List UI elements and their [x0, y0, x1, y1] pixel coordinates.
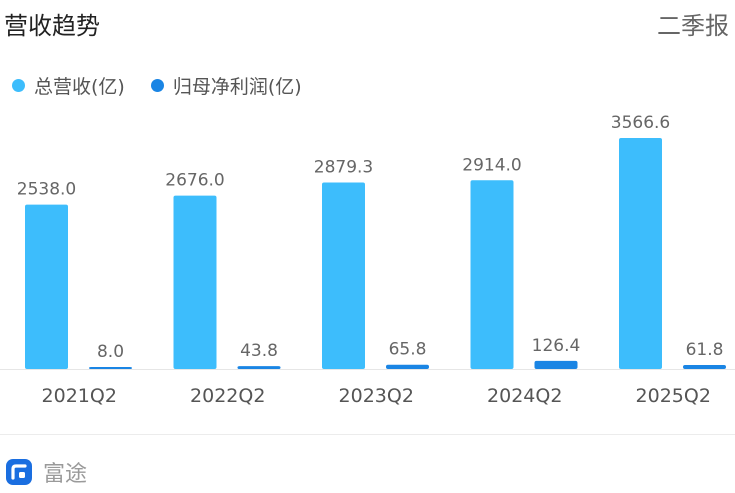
bar-revenue-2023Q2 — [322, 182, 365, 369]
x-tick-label-2022Q2: 2022Q2 — [190, 385, 265, 407]
legend-label-net-profit: 归母净利润(亿) — [172, 76, 302, 98]
legend-dot-revenue — [12, 79, 25, 92]
bar-revenue-2021Q2 — [25, 204, 68, 369]
data-label-revenue-2024Q2: 2914.0 — [462, 155, 521, 175]
bar-net-profit-2025Q2 — [683, 364, 726, 369]
data-label-net-profit-2025Q2: 61.8 — [686, 340, 724, 360]
data-label-revenue-2021Q2: 2538.0 — [17, 180, 76, 200]
data-label-net-profit-2021Q2: 8.0 — [97, 342, 124, 362]
bar-revenue-2025Q2 — [619, 138, 662, 369]
bar-revenue-2022Q2 — [173, 195, 217, 369]
x-tick-label-2024Q2: 2024Q2 — [487, 385, 562, 407]
data-label-revenue-2023Q2: 2879.3 — [314, 158, 373, 178]
bar-net-profit-2024Q2 — [534, 360, 578, 369]
data-label-net-profit-2022Q2: 43.8 — [240, 341, 278, 361]
footer-brand: 富途 — [43, 462, 88, 487]
x-tick-label-2023Q2: 2023Q2 — [339, 385, 414, 407]
bar-net-profit-2021Q2 — [89, 367, 132, 369]
x-tick-label-2025Q2: 2025Q2 — [636, 385, 711, 407]
footer-divider — [0, 434, 735, 435]
legend-item-net-profit[interactable]: 归母净利润(亿) — [150, 72, 302, 99]
bar-revenue-2024Q2 — [470, 180, 514, 369]
data-label-revenue-2022Q2: 2676.0 — [165, 171, 224, 191]
bar-chart: 2538.0 8.0 2021Q2 2676.0 43.8 2022Q2 2879.3 65.… — [0, 113, 735, 407]
chart-title: 营收趋势 — [4, 12, 100, 40]
data-label-revenue-2025Q2: 3566.6 — [611, 113, 670, 133]
data-label-net-profit-2024Q2: 126.4 — [532, 336, 581, 356]
futu-logo-icon — [6, 459, 32, 485]
legend-item-revenue[interactable]: 总营收(亿) — [12, 72, 125, 99]
bar-net-profit-2022Q2 — [237, 366, 281, 369]
legend-dot-net-profit — [150, 79, 164, 92]
data-label-net-profit-2023Q2: 65.8 — [389, 340, 427, 360]
period-label[interactable]: 二季报 — [657, 12, 729, 40]
footer: 富途 — [5, 456, 87, 488]
legend: 总营收(亿) 归母净利润(亿) — [12, 72, 328, 99]
bar-net-profit-2023Q2 — [386, 364, 429, 369]
x-tick-label-2021Q2: 2021Q2 — [42, 385, 117, 407]
legend-label-revenue: 总营收(亿) — [34, 76, 125, 98]
